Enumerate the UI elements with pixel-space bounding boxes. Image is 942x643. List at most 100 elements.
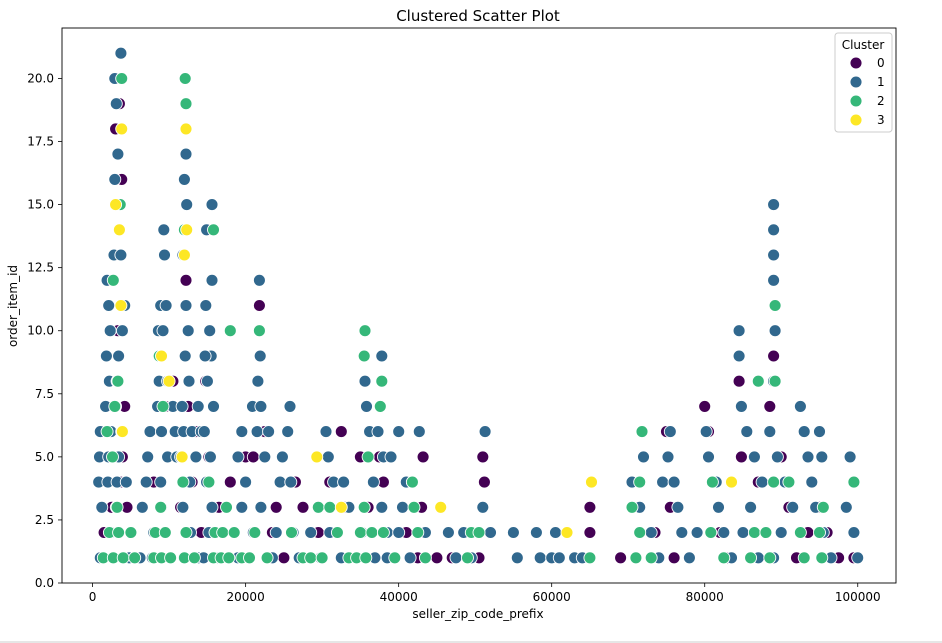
point-cluster-0-71 <box>767 349 781 363</box>
point-cluster-2-44 <box>243 551 256 565</box>
point-cluster-1-179 <box>702 450 715 464</box>
point-cluster-1-117 <box>304 526 318 539</box>
point-cluster-1-157 <box>529 526 543 539</box>
point-cluster-1-57 <box>177 172 191 186</box>
point-cluster-1-194 <box>767 223 781 237</box>
point-cluster-0-70 <box>763 399 777 413</box>
point-cluster-2-20 <box>158 526 172 539</box>
point-cluster-1-7 <box>114 248 128 262</box>
point-cluster-1-215 <box>839 500 853 514</box>
point-cluster-2-27 <box>176 475 190 489</box>
point-cluster-2-48 <box>304 551 318 565</box>
point-cluster-1-100 <box>231 450 245 464</box>
point-cluster-2-80 <box>705 475 719 489</box>
point-cluster-3-13 <box>434 500 448 514</box>
point-cluster-1-166 <box>637 450 650 464</box>
point-cluster-1-84 <box>207 399 220 413</box>
y-tick-label: 15.0 <box>27 198 54 212</box>
point-cluster-1-105 <box>254 500 268 514</box>
point-cluster-1-144 <box>412 425 426 439</box>
point-cluster-2-61 <box>365 526 379 539</box>
point-cluster-0-16 <box>179 273 193 287</box>
point-cluster-2-63 <box>359 551 373 565</box>
point-cluster-1-192 <box>736 526 750 539</box>
point-cluster-1-58 <box>180 198 194 212</box>
series-3 <box>109 122 738 539</box>
legend-label-0: 0 <box>877 56 885 70</box>
point-cluster-1-76 <box>205 198 219 212</box>
point-cluster-0-46 <box>416 450 430 464</box>
point-cluster-2-15 <box>128 551 142 565</box>
point-cluster-2-94 <box>815 551 829 565</box>
point-cluster-1-158 <box>533 551 547 565</box>
point-cluster-1-190 <box>744 500 758 514</box>
point-cluster-1-172 <box>661 450 675 464</box>
point-cluster-2-42 <box>252 324 266 338</box>
legend-marker-3 <box>849 113 863 127</box>
point-cluster-2-14 <box>124 526 138 539</box>
legend-frame <box>834 32 893 133</box>
point-cluster-2-54 <box>358 324 372 338</box>
point-cluster-2-60 <box>353 526 367 539</box>
point-cluster-1-108 <box>269 526 283 539</box>
point-cluster-1-62 <box>178 349 192 363</box>
point-cluster-3-10 <box>175 450 189 464</box>
point-cluster-1-52 <box>135 500 149 514</box>
point-cluster-1-11 <box>103 324 117 338</box>
point-cluster-2-31 <box>207 223 220 237</box>
point-cluster-2-25 <box>179 97 193 111</box>
y-tick-label: 20.0 <box>27 71 54 85</box>
y-tick-label: 17.5 <box>27 135 54 149</box>
point-cluster-3-5 <box>155 349 168 363</box>
y-tick-label: 5.0 <box>35 450 54 464</box>
point-cluster-2-13 <box>116 551 130 565</box>
point-cluster-1-63 <box>182 374 196 388</box>
point-cluster-2-76 <box>635 425 649 439</box>
point-cluster-1-47 <box>141 450 155 464</box>
point-cluster-1-37 <box>159 299 173 312</box>
point-cluster-1-61 <box>181 324 195 338</box>
point-cluster-1-149 <box>449 551 463 565</box>
point-cluster-2-93 <box>793 526 807 539</box>
point-cluster-2-87 <box>763 551 777 565</box>
point-cluster-0-36 <box>334 425 348 439</box>
legend-label-2: 2 <box>877 94 885 108</box>
point-cluster-1-176 <box>682 551 696 565</box>
point-cluster-2-40 <box>222 551 236 565</box>
point-cluster-1-188 <box>747 450 761 464</box>
point-cluster-1-104 <box>235 500 249 514</box>
point-cluster-1-35 <box>158 248 171 262</box>
chart-title: Clustered Scatter Plot <box>396 7 560 25</box>
point-cluster-2-39 <box>227 526 241 539</box>
point-cluster-0-33 <box>296 500 310 514</box>
point-cluster-1-202 <box>786 500 800 514</box>
y-tick-label: 10.0 <box>27 324 54 338</box>
point-cluster-2-68 <box>411 526 425 539</box>
point-cluster-2-58 <box>361 450 375 464</box>
point-cluster-1-80 <box>203 324 217 338</box>
y-tick-label: 7.5 <box>35 387 54 401</box>
point-cluster-1-72 <box>176 500 190 514</box>
point-cluster-0-50 <box>476 450 490 464</box>
page-bottom-rule <box>0 641 942 643</box>
x-tick-label: 80000 <box>686 590 724 604</box>
point-cluster-2-89 <box>768 374 782 388</box>
y-axis-label: order_item_id <box>6 265 20 347</box>
point-cluster-2-69 <box>418 551 432 565</box>
point-cluster-3-2 <box>112 223 126 237</box>
point-cluster-2-71 <box>472 526 486 539</box>
point-cluster-2-96 <box>816 500 830 514</box>
point-cluster-2-51 <box>315 551 329 565</box>
point-cluster-0-24 <box>223 475 237 489</box>
point-cluster-1-34 <box>157 223 171 237</box>
point-cluster-1-177 <box>690 526 704 539</box>
point-cluster-1-113 <box>275 450 289 464</box>
point-cluster-1-182 <box>717 526 731 539</box>
point-cluster-0-66 <box>732 374 746 388</box>
point-cluster-1-168 <box>644 526 658 539</box>
point-cluster-2-52 <box>330 526 344 539</box>
legend-title: Cluster <box>842 38 885 52</box>
point-cluster-1-51 <box>154 475 168 489</box>
point-cluster-1-93 <box>253 349 267 363</box>
point-cluster-2-84 <box>747 526 761 539</box>
